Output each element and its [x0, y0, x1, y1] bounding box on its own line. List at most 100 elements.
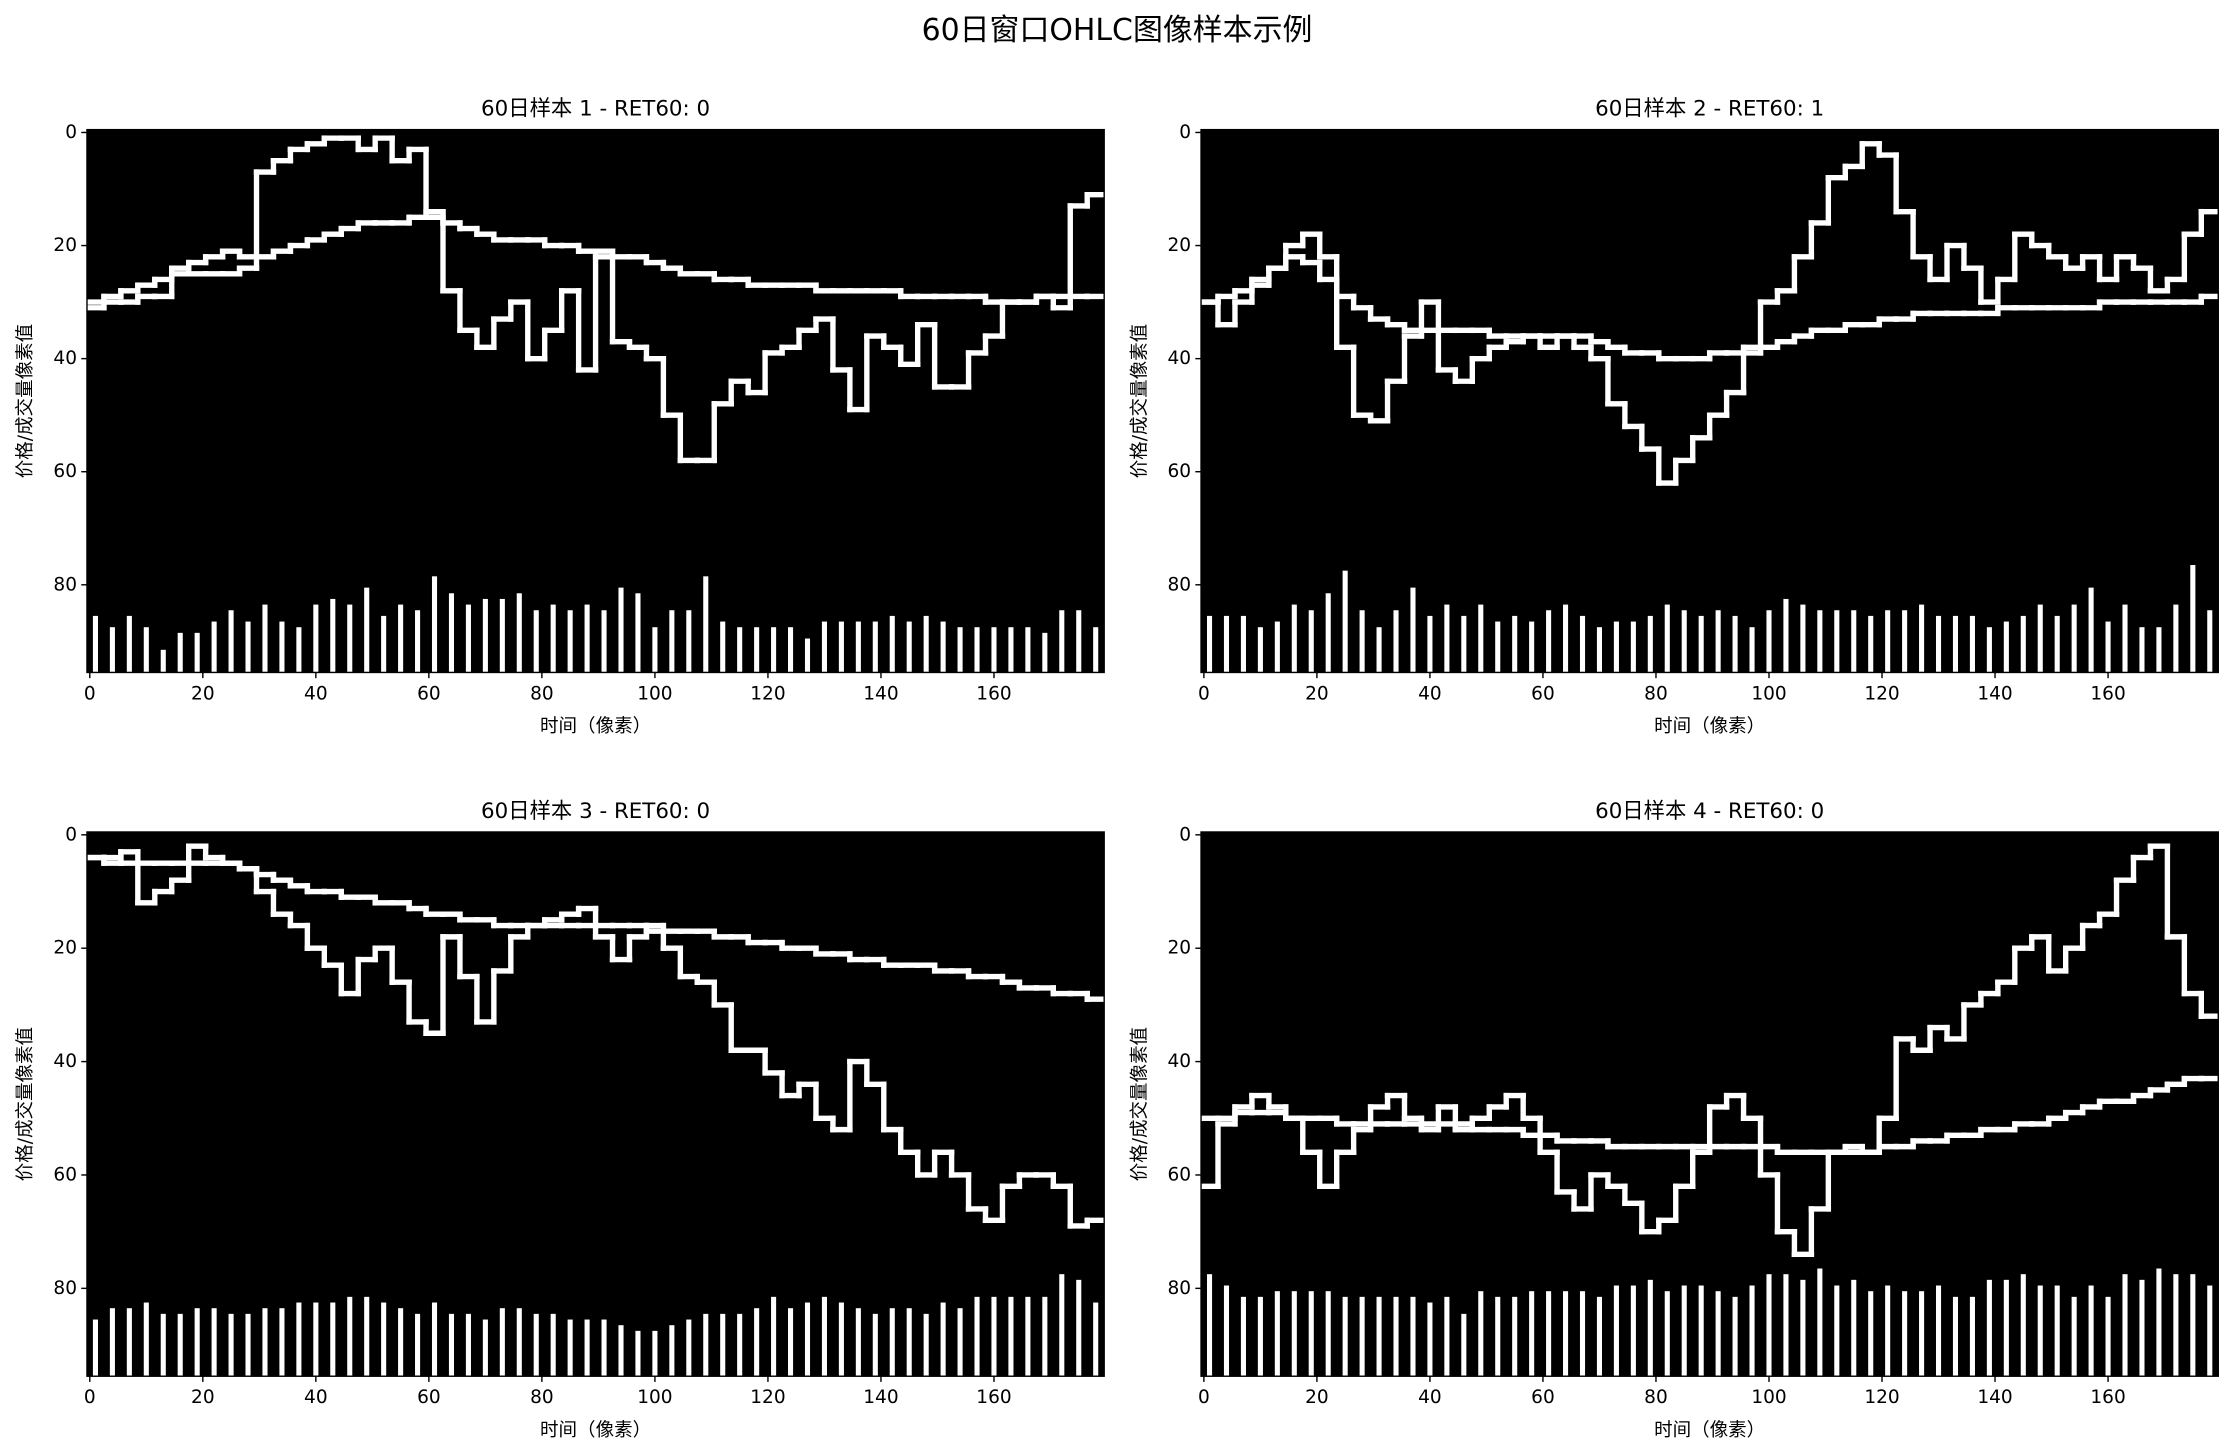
- volume-bar: [601, 1319, 607, 1377]
- volume-bar: [1681, 1285, 1687, 1377]
- volume-bar: [160, 1313, 166, 1377]
- volume-bar: [1935, 615, 1942, 673]
- volume-bar: [2122, 604, 2128, 673]
- volume-bar: [584, 604, 590, 673]
- volume-bar: [1427, 615, 1433, 673]
- volume-bar: [1410, 1296, 1416, 1377]
- volume-bar: [889, 1308, 895, 1377]
- volume-bar: [1749, 627, 1755, 673]
- volume-bar: [1919, 604, 1925, 673]
- volume-bar: [720, 1313, 726, 1377]
- volume-bar: [974, 1296, 980, 1377]
- volume-bar: [1715, 1291, 1721, 1377]
- volume-bar: [499, 1308, 505, 1377]
- x-tick-label: 160: [976, 683, 1011, 704]
- volume-bar: [2020, 615, 2026, 673]
- y-tick-label: 60: [53, 461, 77, 482]
- volume-bar: [1427, 1302, 1433, 1377]
- volume-bar: [618, 1325, 624, 1377]
- volume-bar: [1308, 1291, 1314, 1377]
- volume-bar: [1093, 1302, 1099, 1377]
- volume-bar: [330, 1302, 336, 1377]
- volume-bar: [2122, 1274, 2128, 1377]
- x-tick-label: 120: [750, 683, 785, 704]
- volume-bar: [2190, 565, 2196, 673]
- volume-bar: [2207, 1285, 2213, 1377]
- volume-bar: [855, 1308, 861, 1377]
- y-tick-label: 40: [53, 1051, 77, 1072]
- x-tick-label: 140: [1977, 1387, 2012, 1408]
- volume-bar: [245, 621, 251, 673]
- plot-area: [86, 129, 1105, 673]
- volume-bar: [143, 1302, 149, 1377]
- volume-bar: [652, 627, 658, 673]
- volume-bar: [737, 1313, 743, 1377]
- volume-bar: [1783, 1274, 1789, 1377]
- subplot-title: 60日样本 3 - RET60: 0: [481, 799, 710, 824]
- volume-bar: [1885, 610, 1891, 673]
- x-tick-label: 100: [1751, 1387, 1786, 1408]
- volume-bar: [245, 1313, 251, 1377]
- volume-bar: [177, 632, 183, 673]
- volume-bar: [567, 1319, 573, 1377]
- volume-bar: [1596, 627, 1603, 673]
- volume-bar: [669, 610, 675, 673]
- volume-bar: [313, 604, 319, 673]
- volume-bar: [533, 610, 539, 673]
- volume-bar: [754, 627, 760, 673]
- x-tick-label: 100: [1751, 683, 1786, 704]
- volume-bar: [2037, 1285, 2043, 1377]
- volume-bar: [465, 1313, 471, 1377]
- volume-bar: [2139, 1279, 2145, 1377]
- volume-bar: [313, 1302, 319, 1377]
- volume-bar: [1342, 1296, 1348, 1377]
- volume-bar: [2105, 621, 2111, 673]
- volume-bar: [1325, 1291, 1331, 1377]
- volume-bar: [771, 1296, 777, 1377]
- volume-bar: [1563, 604, 1569, 673]
- volume-bar: [838, 621, 844, 673]
- volume-bar: [1613, 1285, 1619, 1377]
- volume-bar: [1817, 1268, 1823, 1377]
- volume-bar: [1444, 604, 1450, 673]
- y-axis-label: 价格/成交量像素值: [1129, 1027, 1150, 1181]
- volume-bar: [1596, 1296, 1603, 1377]
- y-tick-label: 40: [53, 348, 77, 369]
- y-tick-label: 0: [65, 824, 77, 845]
- volume-bar: [771, 627, 777, 673]
- volume-bar: [991, 1296, 997, 1377]
- x-tick-label: 0: [84, 1387, 96, 1408]
- volume-bar: [1579, 615, 1586, 673]
- volume-bar: [1025, 1296, 1031, 1377]
- y-tick-label: 20: [53, 235, 77, 256]
- volume-bar: [1952, 615, 1959, 673]
- volume-bar: [2054, 615, 2060, 673]
- volume-bar: [2088, 587, 2094, 673]
- volume-bar: [923, 615, 929, 673]
- volume-bar: [364, 587, 370, 673]
- volume-bar: [1042, 632, 1048, 673]
- y-tick-label: 0: [1179, 122, 1191, 143]
- volume-bar: [991, 627, 997, 673]
- volume-bar: [211, 621, 217, 673]
- volume-bar: [364, 1296, 370, 1377]
- volume-bar: [279, 621, 285, 673]
- volume-bar: [1008, 1296, 1014, 1377]
- y-tick-label: 80: [1168, 574, 1192, 595]
- volume-bar: [567, 610, 573, 673]
- volume-bar: [499, 598, 505, 673]
- volume-bar: [652, 1330, 658, 1377]
- volume-bar: [1986, 627, 1992, 673]
- volume-bar: [448, 1313, 455, 1377]
- volume-bar: [1512, 1296, 1518, 1377]
- volume-bar: [279, 1308, 285, 1377]
- volume-bar: [855, 621, 861, 673]
- volume-bar: [1325, 593, 1331, 673]
- subplot-title: 60日样本 4 - RET60: 0: [1595, 799, 1824, 824]
- plot-area: [1201, 129, 2219, 673]
- volume-bar: [398, 604, 404, 673]
- x-tick-label: 140: [1977, 683, 2012, 704]
- plot-frame: [1200, 128, 2219, 674]
